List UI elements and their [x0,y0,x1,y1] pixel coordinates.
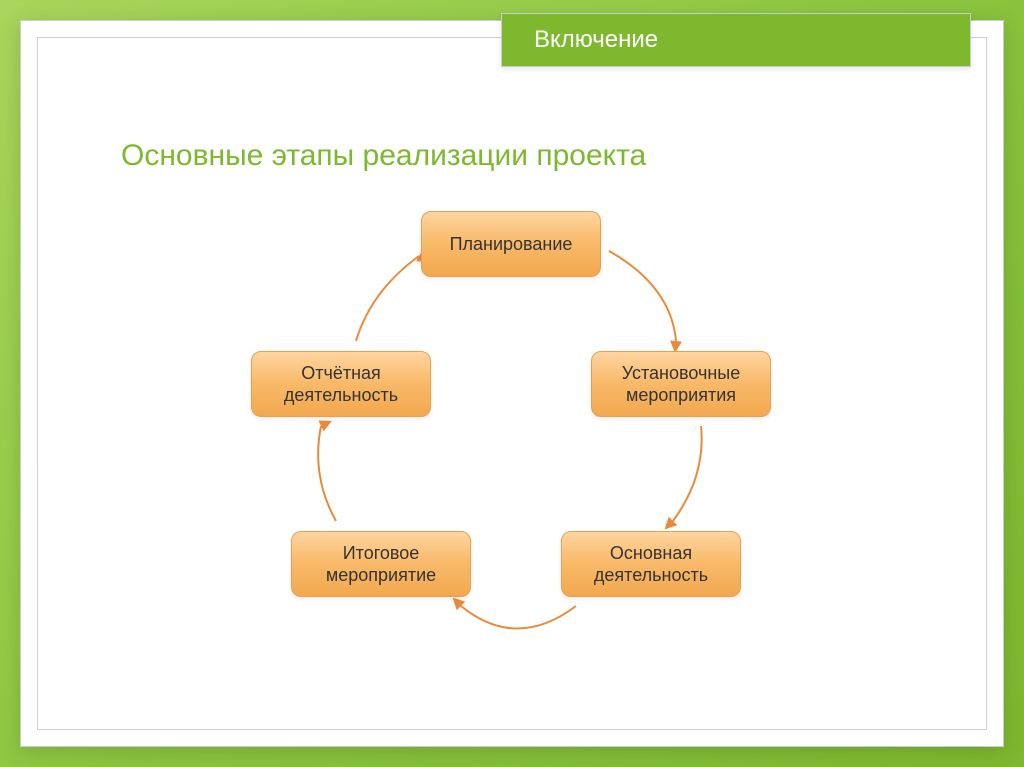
arrow-n3-n4 [318,426,336,521]
arrow-n0-n1 [609,251,676,341]
cycle-node-n4: Отчётная деятельность [251,351,431,417]
arrow-n1-n2 [673,426,702,521]
slide-frame: Включение Основные этапы реализации прое… [20,20,1004,747]
cycle-diagram: Планирование Установочные мероприятия Осно… [161,201,841,711]
cycle-node-n2: Основная деятельность [561,531,741,597]
title-text: Основные этапы реализации проекта [121,139,646,172]
cycle-node-n1: Установочные мероприятия [591,351,771,417]
header-tab-label: Включение [534,26,658,54]
page-title: Основные этапы реализации проекта [121,139,646,173]
cycle-node-n3: Итоговое мероприятие [291,531,471,597]
arrow-n2-n3 [461,606,576,629]
cycle-arrows [161,201,841,711]
cycle-node-n0: Планирование [421,211,601,277]
header-tab: Включение [501,13,971,67]
arrow-n4-n0 [356,256,419,341]
